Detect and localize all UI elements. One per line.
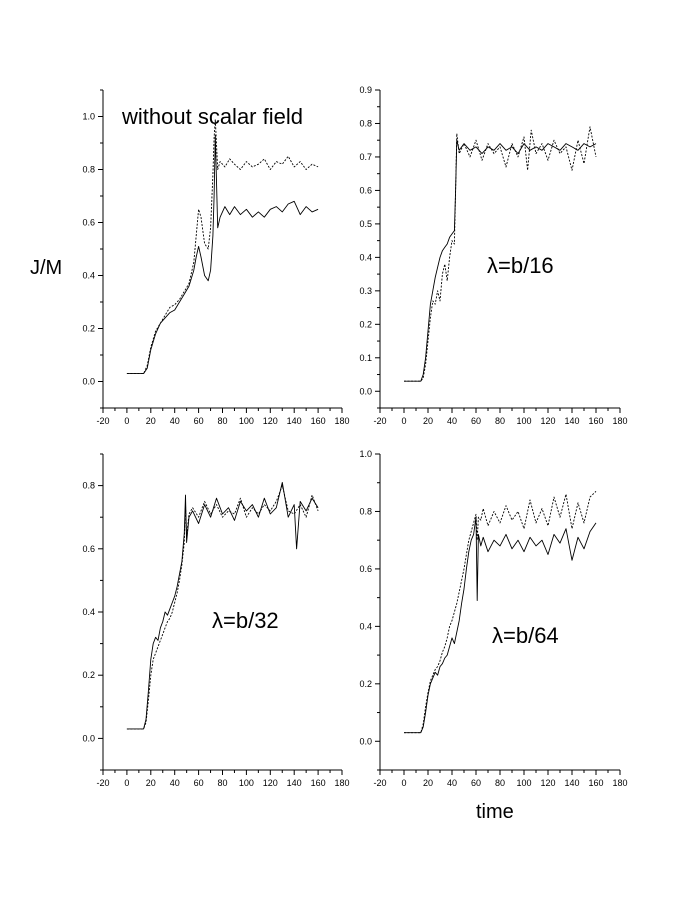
y-tick-label: 0.1: [359, 353, 372, 363]
x-tick-label: 40: [170, 778, 180, 788]
x-tick-label: -20: [96, 416, 109, 426]
y-tick-label: 0.9: [359, 85, 372, 95]
y-tick-label: 0.0: [359, 736, 372, 746]
panel-lambda-b-32: -20 0 20 40 60 80 100 120 140 160 180 0.0 0.2 0.4 0.6 0…: [82, 453, 350, 788]
x-tick-label: 140: [287, 778, 302, 788]
y-tick-label: 0.8: [82, 481, 95, 491]
y-tick-label: 0.5: [359, 219, 372, 229]
x-tick-label: 0: [124, 416, 129, 426]
y-tick-label: 0.4: [359, 252, 372, 262]
panel-marks: -20 0 20 40 60 80 100 120 140 160 180 0.0 0.2 0.4 0.6 0…: [82, 89, 350, 426]
x-tick-label: 80: [217, 416, 227, 426]
y-tick-label: 0.0: [82, 377, 95, 387]
x-tick-label: 20: [146, 778, 156, 788]
panel-annotation: λ=b/16: [487, 253, 554, 278]
y-tick-label: 0.0: [82, 733, 95, 743]
x-tick-label: 180: [334, 416, 349, 426]
panel-lambda-b-64: -20 0 20 40 60 80 100 120 140 160 180 0.0 0.2 0.4 0.6 0…: [359, 449, 627, 788]
y-tick-label: 0.6: [359, 564, 372, 574]
x-tick-label: 60: [471, 416, 481, 426]
y-tick-label: 0.8: [359, 118, 372, 128]
x-tick-label: 100: [516, 416, 531, 426]
panel-marks: -20 0 20 40 60 80 100 120 140 160 180 0.0 0.2 0.4 0.6 0…: [359, 449, 627, 788]
y-tick-label: 0.2: [82, 670, 95, 680]
x-tick-label: 180: [612, 416, 627, 426]
x-tick-label: 180: [612, 778, 627, 788]
y-tick-label: 0.2: [359, 319, 372, 329]
x-tick-label: 140: [564, 416, 579, 426]
x-tick-label: 160: [588, 416, 603, 426]
x-tick-label: 80: [495, 416, 505, 426]
panel-lambda-b-16: -20 0 20 40 60 80 100 120 140 160 180 0.0 0.1 0.2 0.3 0…: [359, 85, 627, 426]
y-tick-label: 1.0: [359, 449, 372, 459]
x-tick-label: 20: [423, 416, 433, 426]
y-tick-label: 0.8: [82, 165, 95, 175]
x-tick-label: 80: [495, 778, 505, 788]
panel-marks: -20 0 20 40 60 80 100 120 140 160 180 0.0 0.1 0.2 0.3 0…: [359, 85, 627, 426]
y-tick-label: 0.6: [82, 544, 95, 554]
y-tick-label: 0.2: [359, 679, 372, 689]
x-tick-label: 120: [263, 416, 278, 426]
series-line-solid: [404, 139, 597, 382]
x-tick-label: 40: [447, 778, 457, 788]
x-tick-label: 160: [588, 778, 603, 788]
x-tick-label: 180: [334, 778, 349, 788]
x-tick-label: 40: [170, 416, 180, 426]
panel-marks: -20 0 20 40 60 80 100 120 140 160 180 0.0 0.2 0.4 0.6 0…: [82, 453, 350, 788]
x-tick-label: 60: [194, 416, 204, 426]
y-tick-label: 0.0: [359, 386, 372, 396]
x-tick-label: 0: [124, 778, 129, 788]
panel-without-scalar-field: -20 0 20 40 60 80 100 120 140 160 180 0.0 0.2 0.4 0.6 0…: [82, 89, 350, 426]
x-tick-label: 100: [239, 778, 254, 788]
x-tick-label: 140: [564, 778, 579, 788]
series-line-solid: [404, 516, 597, 734]
x-tick-label: 60: [194, 778, 204, 788]
x-tick-label: 0: [401, 416, 406, 426]
y-tick-label: 0.7: [359, 152, 372, 162]
panel-annotation: without scalar field: [121, 104, 303, 129]
x-tick-label: 100: [239, 416, 254, 426]
panel-annotation: λ=b/64: [492, 623, 559, 648]
x-tick-label: -20: [373, 778, 386, 788]
x-tick-label: -20: [96, 778, 109, 788]
series-line-solid: [126, 481, 319, 730]
x-tick-label: 80: [217, 778, 227, 788]
x-tick-label: -20: [373, 416, 386, 426]
x-axis-label: time: [476, 801, 514, 823]
x-tick-label: 120: [540, 778, 555, 788]
x-tick-label: 160: [311, 416, 326, 426]
y-tick-label: 0.3: [359, 286, 372, 296]
panel-annotation: λ=b/32: [212, 608, 279, 633]
series-line-dotted: [404, 126, 597, 382]
y-tick-label: 0.6: [359, 185, 372, 195]
y-tick-label: 1.0: [82, 112, 95, 122]
y-tick-label: 0.4: [82, 271, 95, 281]
y-tick-label: 0.4: [359, 621, 372, 631]
x-tick-label: 20: [423, 778, 433, 788]
x-tick-label: 40: [447, 416, 457, 426]
x-tick-label: 140: [287, 416, 302, 426]
x-tick-label: 20: [146, 416, 156, 426]
series-line-dotted: [404, 490, 597, 734]
series-line-solid: [126, 134, 319, 375]
y-tick-label: 0.4: [82, 607, 95, 617]
series-line-dotted: [126, 485, 319, 730]
y-tick-label: 0.8: [359, 506, 372, 516]
y-tick-label: 0.6: [82, 218, 95, 228]
x-tick-label: 120: [263, 778, 278, 788]
x-tick-label: 100: [516, 778, 531, 788]
x-tick-label: 120: [540, 416, 555, 426]
x-tick-label: 0: [401, 778, 406, 788]
x-tick-label: 160: [311, 778, 326, 788]
series-line-dotted: [126, 118, 319, 375]
y-axis-label: J/M: [30, 257, 62, 279]
x-tick-label: 60: [471, 778, 481, 788]
y-tick-label: 0.2: [82, 324, 95, 334]
